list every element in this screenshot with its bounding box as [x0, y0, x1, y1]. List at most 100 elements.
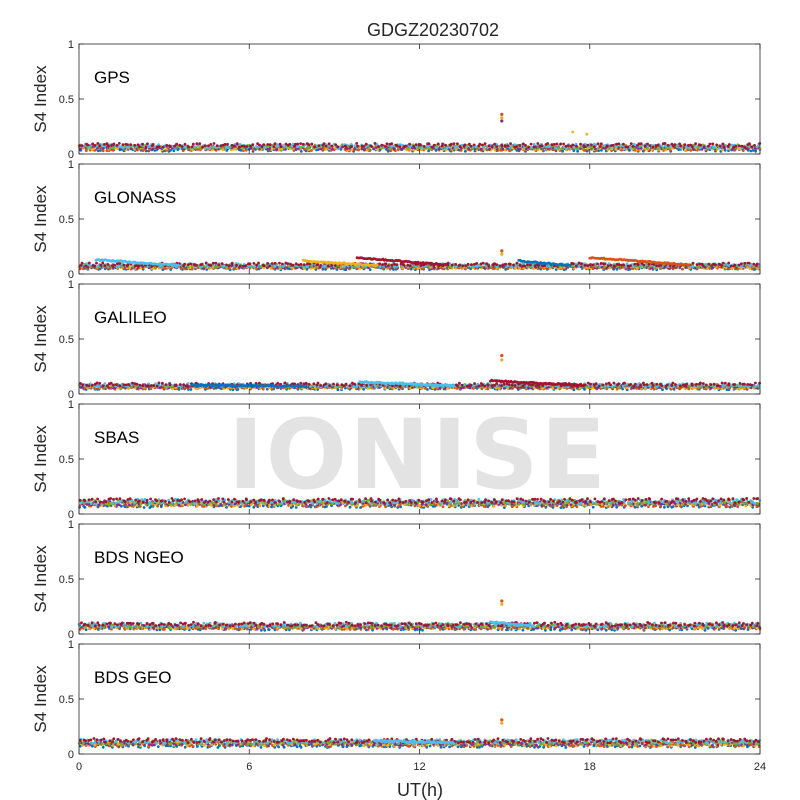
- data-point: [751, 149, 755, 152]
- data-point: [99, 149, 102, 152]
- data-point: [107, 144, 110, 148]
- data-point: [195, 263, 198, 267]
- data-point: [596, 262, 599, 266]
- data-point: [113, 263, 116, 267]
- data-point: [566, 144, 570, 148]
- data-point: [272, 145, 276, 149]
- data-point: [748, 267, 752, 270]
- data-point: [385, 147, 388, 151]
- data-point: [733, 263, 737, 267]
- data-point: [546, 142, 550, 145]
- data-point: [374, 146, 378, 149]
- data-point: [217, 263, 221, 267]
- data-point: [464, 264, 468, 268]
- data-point: [390, 263, 394, 267]
- data-point: [367, 147, 370, 151]
- data-point: [85, 262, 89, 265]
- data-point: [599, 262, 603, 265]
- data-point: [101, 261, 105, 265]
- panel-background: [79, 44, 760, 154]
- data-point: [282, 144, 285, 148]
- data-point: [87, 146, 91, 149]
- data-point: [527, 145, 531, 149]
- data-point: [399, 147, 403, 151]
- data-point: [99, 263, 103, 267]
- data-point: [449, 142, 453, 146]
- data-point: [147, 145, 151, 149]
- data-point: [500, 112, 504, 116]
- data-point: [722, 145, 726, 149]
- data-point: [299, 266, 303, 270]
- chart-title: GDGZ20230702: [367, 20, 499, 40]
- data-point: [91, 142, 95, 146]
- data-point: [137, 264, 141, 268]
- data-point: [500, 252, 504, 256]
- data-point: [466, 262, 470, 266]
- data-point: [552, 143, 556, 146]
- data-point: [258, 143, 261, 147]
- data-point: [656, 143, 660, 147]
- series-points: [77, 112, 762, 153]
- data-point: [384, 387, 387, 390]
- data-point: [490, 145, 494, 149]
- data-point: [590, 143, 593, 147]
- data-point: [319, 264, 323, 267]
- data-point: [445, 146, 449, 150]
- data-point: [398, 145, 402, 149]
- data-point: [657, 146, 661, 150]
- data-point: [493, 148, 497, 152]
- data-point: [189, 388, 193, 391]
- data-point: [739, 262, 743, 266]
- data-point: [310, 142, 314, 146]
- data-point: [310, 149, 313, 152]
- data-point: [393, 262, 396, 266]
- data-point: [487, 264, 490, 267]
- data-point: [93, 264, 97, 268]
- data-point: [636, 263, 640, 266]
- data-point: [133, 147, 136, 151]
- data-point: [215, 144, 219, 148]
- data-point: [699, 143, 702, 147]
- data-point: [92, 147, 96, 151]
- data-point: [220, 262, 224, 266]
- data-point: [84, 149, 88, 153]
- data-point: [211, 261, 215, 265]
- data-point: [96, 142, 100, 145]
- data-point: [395, 263, 399, 267]
- data-point: [503, 148, 507, 152]
- data-point: [221, 148, 225, 152]
- data-point: [268, 143, 272, 147]
- data-point: [230, 261, 234, 265]
- data-point: [380, 143, 384, 147]
- data-point: [376, 148, 380, 152]
- data-point: [138, 145, 141, 149]
- data-point: [97, 385, 101, 389]
- data-point: [469, 144, 473, 148]
- panel-label: GLONASS: [94, 188, 176, 207]
- data-point: [555, 142, 559, 146]
- data-point: [108, 146, 112, 150]
- data-point: [614, 145, 618, 148]
- data-point: [238, 145, 241, 149]
- data-point: [718, 144, 722, 148]
- data-point: [96, 265, 99, 268]
- data-point: [239, 148, 243, 152]
- data-point: [617, 142, 621, 146]
- data-point: [500, 119, 504, 123]
- data-point: [684, 148, 687, 152]
- data-point: [357, 265, 361, 269]
- data-point: [467, 147, 471, 151]
- data-point: [294, 262, 298, 266]
- data-point: [681, 267, 684, 271]
- data-point: [589, 263, 592, 267]
- panel-background: [79, 164, 760, 274]
- data-point: [708, 142, 712, 146]
- data-point: [244, 148, 248, 152]
- data-point: [470, 263, 473, 267]
- data-point: [378, 265, 382, 268]
- data-point: [516, 386, 520, 390]
- data-point: [631, 145, 635, 148]
